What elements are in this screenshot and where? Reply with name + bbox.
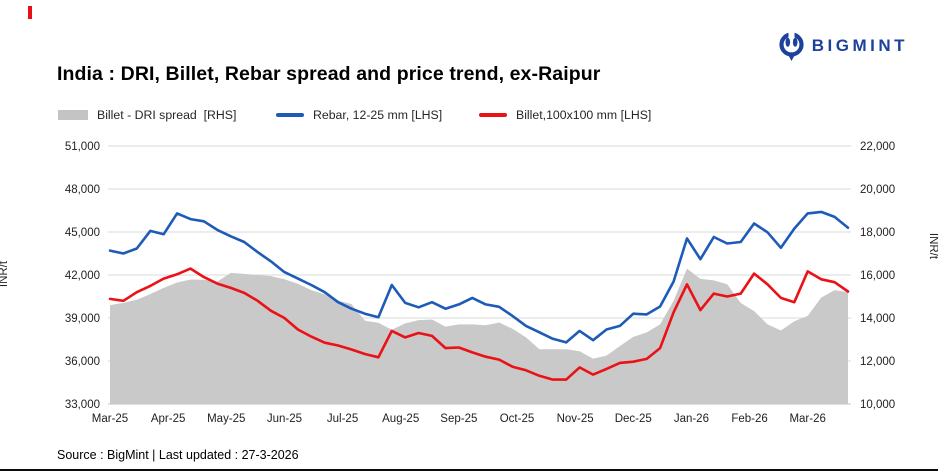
x-axis-tick-label: Oct-25 [500, 413, 535, 425]
source-note: Source : BigMint | Last updated : 27-3-2… [57, 448, 299, 462]
y-axis-left-tick-label: 45,000 [65, 227, 100, 239]
y-axis-left-tick-label: 36,000 [65, 356, 100, 368]
y-axis-right-tick-label: 18,000 [860, 227, 895, 239]
x-axis-tick-label: Jul-25 [327, 413, 358, 425]
y-axis-title-right: INR/t [926, 232, 938, 260]
legend-label: Billet,100x100 mm [LHS] [516, 108, 652, 122]
legend-label: Billet - DRI spread [RHS] [97, 108, 237, 122]
line-series-billet [108, 267, 850, 381]
bottom-border-line [0, 469, 938, 471]
bigmint-logo: BIGMINT [778, 31, 908, 61]
legend-item-billet: Billet,100x100 mm [LHS] [479, 107, 651, 123]
x-axis-tick-label: May-25 [207, 413, 245, 425]
y-axis-left-tick-label: 39,000 [65, 313, 100, 325]
x-axis-tick-label: Feb-26 [731, 413, 767, 425]
legend-label: Rebar, 12-25 mm [LHS] [313, 108, 443, 122]
legend-item-billet-dri-spread: Billet - DRI spread [RHS] [58, 107, 236, 123]
y-axis-left-tick-label: 33,000 [65, 399, 100, 411]
y-axis-right-tick-label: 20,000 [860, 184, 895, 196]
x-axis-tick-label: Apr-25 [151, 413, 186, 425]
x-axis-tick-label: Aug-25 [382, 413, 419, 425]
y-axis-left-tick-label: 51,000 [65, 141, 100, 153]
line-swatch-icon [276, 113, 304, 117]
y-axis-right-tick-label: 22,000 [860, 141, 895, 153]
x-axis-tick-label: Sep-25 [440, 413, 477, 425]
brand-name: BIGMINT [811, 36, 908, 55]
y-axis-right-tick-label: 10,000 [860, 399, 895, 411]
x-axis-tick-label: Dec-25 [615, 413, 652, 425]
bigmint-logo-icon [779, 31, 804, 61]
line-series-rebar [108, 210, 850, 344]
x-axis-tick-label: Nov-25 [557, 413, 594, 425]
legend-item-rebar: Rebar, 12-25 mm [LHS] [276, 107, 442, 123]
top-left-accent-mark [28, 6, 32, 19]
y-axis-right-tick-label: 16,000 [860, 270, 895, 282]
x-axis-tick-label: Mar-26 [789, 413, 825, 425]
y-axis-right-tick-label: 14,000 [860, 313, 895, 325]
x-axis-tick-label: Mar-25 [92, 413, 128, 425]
x-axis-tick-label: Jan-26 [674, 413, 709, 425]
line-swatch-icon [479, 113, 507, 117]
area-series-billet-dri-spread [110, 268, 848, 404]
y-axis-right-tick-label: 12,000 [860, 356, 895, 368]
chart-legend: Billet - DRI spread [RHS] Rebar, 12-25 m… [0, 107, 938, 123]
y-axis-left-tick-label: 42,000 [65, 270, 100, 282]
y-axis-left-tick-label: 48,000 [65, 184, 100, 196]
area-swatch-icon [58, 110, 88, 120]
y-axis-title-left: INR/t [0, 260, 11, 288]
page-title: India : DRI, Billet, Rebar spread and pr… [57, 63, 601, 85]
x-axis-tick-label: Jun-25 [267, 413, 302, 425]
